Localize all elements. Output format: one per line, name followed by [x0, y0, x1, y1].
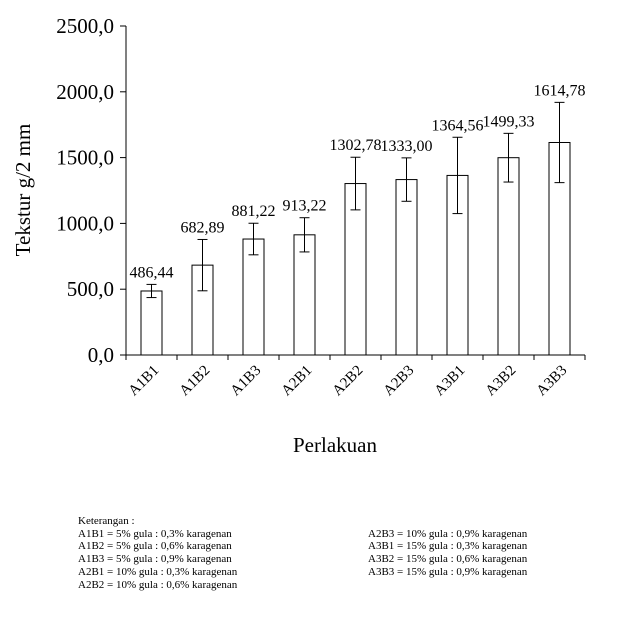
legend-item: A3B1 = 15% gula : 0,3% karagenan [368, 540, 528, 553]
legend-item: A2B2 = 10% gula : 0,6% karagenan [78, 578, 238, 591]
data-label: 1333,00 [381, 138, 433, 155]
legend-column-1: A1B1 = 5% gula : 0,3% karagenan A1B2 = 5… [78, 528, 368, 592]
x-tick-label: A3B2 [483, 363, 520, 400]
x-tick-label: A3B1 [432, 363, 469, 400]
legend-item: A1B3 = 5% gula : 0,9% karagenan [78, 553, 232, 566]
x-tick-label: A2B2 [330, 363, 367, 400]
legend-item: A2B1 = 10% gula : 0,3% karagenan [78, 565, 238, 578]
data-label: 881,22 [232, 203, 276, 220]
bar [497, 157, 520, 356]
y-tick-label: 1000,0 [56, 211, 114, 235]
bar [395, 179, 418, 356]
chart-axes: 0,0 500,0 1000,0 1500,0 2000,0 2500,0 [56, 14, 586, 367]
data-label: 486,44 [130, 264, 174, 281]
legend-keterangan: Keterangan : A1B1 = 5% gula : 0,3% karag… [78, 515, 618, 591]
chart-bars [140, 101, 571, 356]
x-tick-label: A3B3 [534, 363, 571, 400]
y-tick-label: 1500,0 [56, 146, 114, 170]
data-label: 913,22 [283, 198, 327, 215]
y-tick-label: 2500,0 [56, 14, 114, 38]
y-axis-label: Tekstur g/2 mm [11, 124, 35, 257]
bar-chart: 0,0 500,0 1000,0 1500,0 2000,0 2500,0 486,44 A… [11, 14, 586, 457]
bar [242, 238, 265, 356]
x-tick-label: A1B3 [228, 363, 265, 400]
data-label: 1499,33 [483, 113, 535, 130]
legend-item: A1B1 = 5% gula : 0,3% karagenan [78, 527, 232, 540]
bar [293, 234, 316, 356]
legend-item: A2B3 = 10% gula : 0,9% karagenan [368, 527, 528, 540]
data-label: 1364,56 [432, 117, 484, 134]
legend-item: A3B3 = 15% gula : 0,9% karagenan [368, 565, 528, 578]
x-tick-label: A1B1 [126, 363, 163, 400]
x-tick-label: A2B3 [381, 363, 418, 400]
y-tick-label: 2000,0 [56, 80, 114, 104]
data-label: 682,89 [181, 219, 225, 236]
x-axis-label: Perlakuan [293, 433, 377, 457]
data-label: 1302,78 [330, 137, 382, 154]
data-label: 1614,78 [534, 82, 586, 99]
legend-column-2: A2B3 = 10% gula : 0,9% karagenan A3B1 = … [368, 528, 608, 592]
legend-title: Keterangan : [78, 515, 135, 527]
x-tick-label: A1B2 [177, 363, 214, 400]
x-tick-label: A2B1 [279, 363, 316, 400]
y-tick-label: 0,0 [88, 343, 114, 367]
legend-item: A1B2 = 5% gula : 0,6% karagenan [78, 540, 232, 553]
y-tick-label: 500,0 [67, 277, 114, 301]
legend-item: A3B2 = 15% gula : 0,6% karagenan [368, 553, 528, 566]
bar [140, 290, 163, 356]
